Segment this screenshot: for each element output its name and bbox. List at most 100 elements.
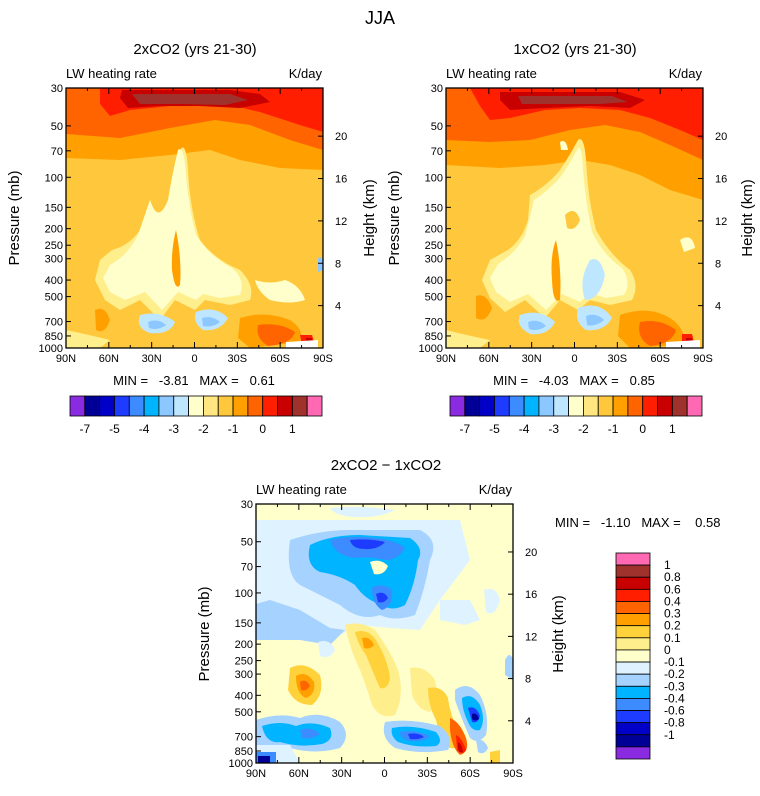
x-tick-label: 90N: [436, 353, 456, 365]
x-tick-label: 90S: [313, 353, 333, 365]
y-tick-label: 150: [425, 202, 443, 214]
colorbar-swatch: [84, 395, 101, 417]
colorbar-label: 0: [639, 422, 646, 436]
colorbar-swatch: [627, 395, 644, 417]
height-tick-label: 16: [335, 174, 347, 186]
colorbar-swatch: [464, 395, 481, 417]
height-tick-label: 8: [335, 258, 341, 270]
y-tick-label: 30: [431, 83, 443, 95]
panel-units-label: K/day: [479, 482, 513, 497]
x-tick-label: 30N: [332, 768, 352, 780]
colorbar-label: -3: [168, 422, 179, 436]
colorbar-label: -7: [459, 422, 470, 436]
y-tick-label: 850: [425, 331, 443, 343]
contour-field: [66, 88, 323, 348]
x-tick-label: 60S: [650, 353, 670, 365]
y-tick-label: 100: [425, 172, 443, 184]
colorbar-swatch: [188, 395, 204, 417]
y-axis-label-right: Height (km): [739, 179, 756, 257]
y-tick-label: 700: [235, 732, 253, 744]
colorbar-swatch: [568, 395, 584, 417]
y-tick-label: 250: [45, 240, 63, 252]
colorbar-swatch: [642, 395, 658, 417]
colorbar-swatch: [671, 395, 688, 417]
height-tick-label: 4: [715, 301, 721, 313]
colorbar-swatch: [615, 673, 651, 687]
x-tick-label: 60N: [479, 353, 499, 365]
contour-field: [446, 88, 703, 348]
colorbar-label: -1: [608, 422, 619, 436]
colorbar-swatch: [615, 625, 651, 639]
colorbar-label: 1: [289, 422, 296, 436]
colorbar-label: -3: [548, 422, 559, 436]
y-tick-label: 70: [241, 562, 253, 574]
colorbar-swatch: [494, 395, 510, 417]
panel-units-label: K/day: [289, 66, 323, 81]
panel-title: 2xCO2 − 1xCO2: [331, 457, 441, 474]
colorbar-swatch: [232, 395, 249, 417]
colorbar-label: 0.1: [664, 631, 681, 645]
x-tick-label: 60S: [270, 353, 290, 365]
y-tick-label: 70: [51, 146, 63, 158]
colorbar-swatch: [615, 588, 651, 602]
colorbar-swatch: [173, 395, 189, 417]
colorbar-swatch: [615, 601, 651, 614]
height-tick-label: 20: [335, 131, 347, 143]
colorbar-swatch: [523, 395, 540, 417]
colorbar-swatch: [615, 576, 651, 590]
panel-2xco2: 2xCO2 (yrs 21-30) LW heating rate K/day: [6, 41, 378, 436]
y-tick-label: 500: [45, 292, 63, 304]
colorbar-swatch: [615, 613, 651, 627]
colorbar-swatch: [69, 395, 86, 417]
x-tick-label: 0: [381, 768, 387, 780]
y-tick-label: 400: [45, 275, 63, 287]
height-tick-label: 8: [715, 258, 721, 270]
colorbar-swatch: [615, 734, 651, 748]
panel-left-label: LW heating rate: [66, 66, 157, 81]
colorbar-label: -5: [489, 422, 500, 436]
colorbar-label: -4: [519, 422, 530, 436]
panel-title: 2xCO2 (yrs 21-30): [133, 41, 256, 58]
colorbar-swatch: [615, 649, 651, 663]
y-tick-label: 700: [45, 317, 63, 329]
colorbar-swatch: [128, 395, 145, 417]
colorbar-swatch: [615, 637, 651, 651]
contour-field: [256, 504, 513, 763]
height-tick-label: 20: [715, 131, 727, 143]
colorbar-swatch: [158, 395, 175, 417]
colorbar-label: 1: [669, 422, 676, 436]
colorbar-label: -1: [228, 422, 239, 436]
colorbar-swatch: [615, 746, 651, 760]
colorbar-swatch: [597, 395, 614, 417]
colorbar-swatch: [553, 395, 569, 417]
colorbar-label: -0.2: [664, 667, 685, 681]
y-tick-label: 200: [45, 224, 63, 236]
figure-title: JJA: [365, 8, 395, 28]
colorbar-swatch: [508, 395, 525, 417]
colorbar-swatch: [247, 395, 264, 417]
colorbar-label: -0.1: [664, 655, 685, 669]
colorbar-swatch: [306, 395, 323, 417]
colorbar-label: 0.4: [664, 594, 681, 608]
min-max-label: MIN = -4.03 MAX = 0.85: [493, 373, 655, 388]
colorbar-swatch: [291, 395, 308, 417]
y-tick-label: 100: [235, 588, 253, 600]
colorbar: -7 -5 -4 -3 -2 -1 0 1: [69, 395, 323, 436]
colorbar-label: 0.3: [664, 607, 681, 621]
y-tick-label: 500: [235, 707, 253, 719]
colorbar-swatch: [615, 661, 651, 675]
y-tick-label: 300: [45, 254, 63, 266]
y-tick-label: 850: [45, 331, 63, 343]
x-tick-label: 90S: [503, 768, 523, 780]
panel-left-label: LW heating rate: [256, 482, 347, 497]
x-tick-label: 30N: [522, 353, 542, 365]
colorbar-swatch: [262, 395, 278, 417]
panel-units-label: K/day: [669, 66, 703, 81]
x-tick-label: 0: [191, 353, 197, 365]
y-tick-label: 1000: [39, 343, 63, 355]
colorbar: 10.80.60.40.30.20.10-0.1-0.2-0.3-0.4-0.6…: [615, 552, 685, 760]
height-tick-label: 4: [525, 716, 531, 728]
y-axis-label: Pressure (mb): [196, 586, 213, 681]
y-tick-label: 850: [235, 746, 253, 758]
colorbar-swatch: [449, 395, 466, 417]
